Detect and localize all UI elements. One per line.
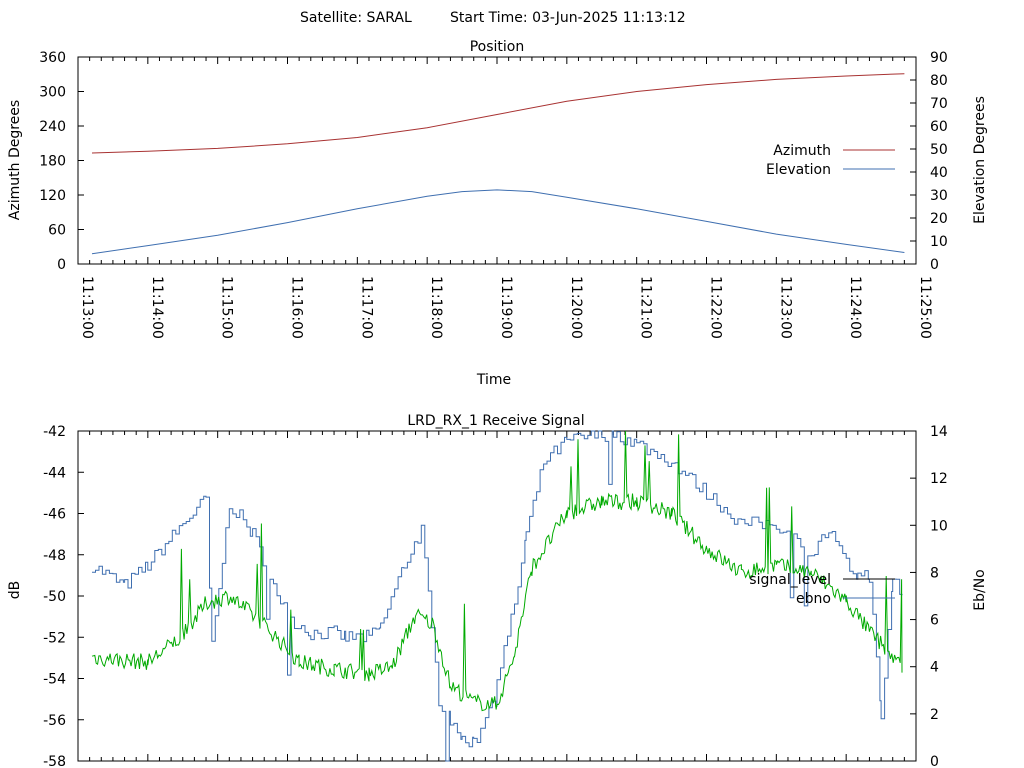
azimuth-line <box>91 73 905 154</box>
position-y2-tick-label: 0 <box>930 257 939 273</box>
elevation-legend-label: Elevation <box>766 162 831 178</box>
position-y-tick-label: 240 <box>39 119 66 135</box>
signal-y2-tick-label: 8 <box>930 565 939 581</box>
signal-chart: LRD_RX_1 Receive Signal dB Eb/No -58-56-… <box>7 413 988 768</box>
signal-y-axis-label: dB <box>7 581 23 600</box>
position-x-tick-label: 11:17:00 <box>358 276 374 339</box>
signal-y-tick-label: -46 <box>43 507 66 523</box>
position-axes: 0 60 120 180 240 300 360 0 10 20 30 40 50 60 70 80 90 11:… <box>39 50 948 339</box>
position-y2-tick-label: 20 <box>930 211 948 227</box>
position-y2-tick-label: 40 <box>930 165 948 181</box>
signal-y2-tick-label: 2 <box>930 707 939 723</box>
position-y2-tick-label: 50 <box>930 142 948 158</box>
signal-y-tick-label: -58 <box>43 754 66 768</box>
position-y2-tick-label: 70 <box>930 96 948 112</box>
position-x-tick-label: 11:18:00 <box>428 276 444 339</box>
position-y-tick-label: 180 <box>39 154 66 170</box>
position-y2-tick-label: 30 <box>930 188 948 204</box>
position-x-tick-label: 11:22:00 <box>708 276 724 339</box>
signal-y2-tick-label: 14 <box>930 424 948 440</box>
position-chart: Position Azimuth Degrees Elevation Degre… <box>7 39 988 388</box>
start-time-label: Start Time: 03-Jun-2025 11:13:12 <box>450 10 686 26</box>
position-x-tick-label: 11:25:00 <box>917 276 933 339</box>
ebno-line <box>91 430 903 712</box>
position-y2-tick-label: 90 <box>930 50 948 66</box>
position-x-tick-label: 11:21:00 <box>638 276 654 339</box>
position-x-tick-label: 11:13:00 <box>79 276 95 339</box>
signal-y-tick-label: -48 <box>43 548 66 564</box>
position-y2-axis-label: Elevation Degrees <box>972 96 988 224</box>
position-plot-frame <box>77 56 917 265</box>
position-y2-tick-label: 80 <box>930 73 948 89</box>
position-x-tick-label: 11:16:00 <box>289 276 305 339</box>
signal-y2-tick-label: 4 <box>930 660 939 676</box>
signal-y2-tick-label: 10 <box>930 518 948 534</box>
position-y2-tick-label: 10 <box>930 234 948 250</box>
signal-y-tick-label: -54 <box>43 672 66 688</box>
signal-level-line <box>92 430 903 762</box>
position-x-tick-label: 11:20:00 <box>568 276 584 339</box>
position-y-tick-label: 60 <box>48 223 66 239</box>
position-x-axis-label: Time <box>476 372 511 388</box>
position-y-axis-label: Azimuth Degrees <box>7 100 23 220</box>
signal-y-tick-label: -56 <box>43 713 66 729</box>
position-x-tick-label: 11:24:00 <box>847 276 863 339</box>
position-series <box>91 73 905 255</box>
ebno-legend-label: ebno <box>796 591 831 607</box>
signal-y2-tick-label: 12 <box>930 471 948 487</box>
signal-y2-tick-label: 6 <box>930 613 939 629</box>
position-y-tick-label: 300 <box>39 85 66 101</box>
azimuth-legend-label: Azimuth <box>773 143 831 159</box>
elevation-line <box>91 189 905 255</box>
signal-axes: -58 -56 -54 -52 -50 -48 -46 -44 -42 0 2 4 6 8 10 12 14 <box>43 424 948 768</box>
position-x-tick-label: 11:23:00 <box>777 276 793 339</box>
position-x-tick-label: 11:19:00 <box>498 276 514 339</box>
satellite-label: Satellite: SARAL <box>300 10 412 26</box>
signal-series <box>91 430 903 762</box>
signal-y-tick-label: -44 <box>43 465 66 481</box>
signal-y-tick-label: -52 <box>43 630 66 646</box>
position-legend: Azimuth Elevation <box>766 143 895 178</box>
signal-y2-axis-label: Eb/No <box>972 569 988 611</box>
signal-chart-title: LRD_RX_1 Receive Signal <box>407 413 584 429</box>
position-y2-tick-label: 60 <box>930 119 948 135</box>
position-y-tick-label: 120 <box>39 188 66 204</box>
position-x-tick-label: 11:15:00 <box>219 276 235 339</box>
position-y-tick-label: 360 <box>39 50 66 66</box>
position-x-tick-label: 11:14:00 <box>149 276 165 339</box>
signal-y-tick-label: -50 <box>43 589 66 605</box>
position-chart-title: Position <box>470 39 525 55</box>
signal-y-tick-label: -42 <box>43 424 66 440</box>
signal-y2-tick-label: 0 <box>930 754 939 768</box>
signal-level-legend-label: signal_level <box>749 572 831 588</box>
position-y-tick-label: 0 <box>57 257 66 273</box>
